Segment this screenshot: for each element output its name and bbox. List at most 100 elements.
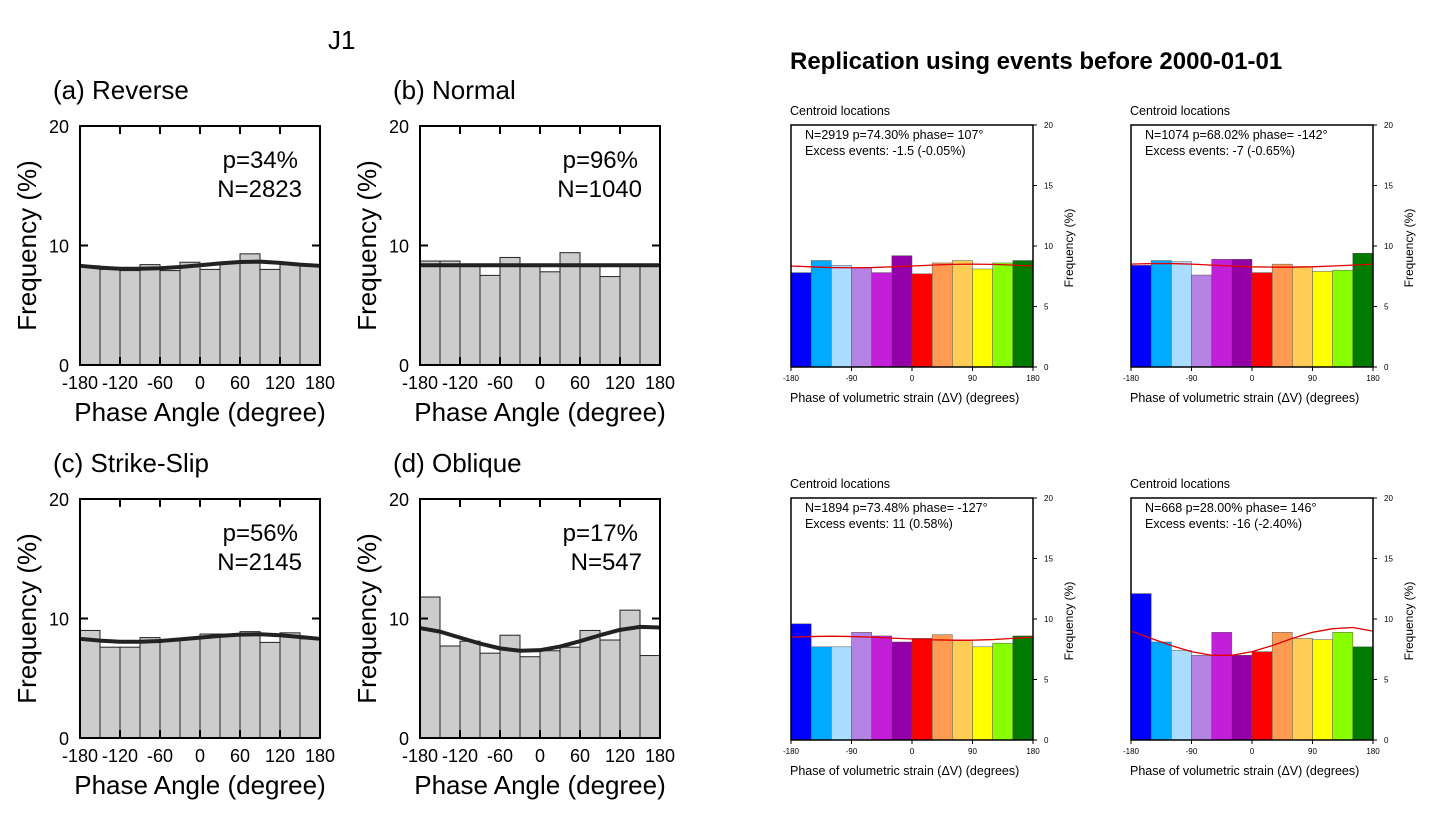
chart-panel: 0 10 20 -180 -120 -60 0 60 120 180 (b) Normal Phase…	[352, 75, 675, 427]
panel-title: (c) Strike-Slip	[53, 448, 209, 478]
y-tick-label: 20	[49, 490, 69, 510]
x-tick-label: 180	[1026, 374, 1040, 383]
histogram-bar	[439, 260, 461, 366]
x-tick-label: -180	[402, 746, 438, 766]
histogram-bar	[279, 632, 301, 739]
histogram-bar	[259, 268, 281, 366]
x-tick-label: -120	[102, 373, 138, 393]
y-tick-label: 20	[1044, 494, 1053, 503]
fit-curve	[1130, 626, 1374, 656]
figure-label: J1	[328, 25, 355, 55]
histogram-bar	[459, 265, 481, 366]
y-tick-label: 10	[1384, 242, 1393, 251]
histogram-bar	[931, 634, 953, 741]
histogram-bar	[1130, 265, 1152, 368]
x-tick-label: 90	[968, 747, 977, 756]
y-tick-label: 15	[1044, 555, 1053, 564]
histogram-bar	[1130, 593, 1152, 741]
histogram-bar	[79, 265, 101, 366]
panel-header: Centroid locations	[1130, 104, 1230, 118]
histogram-bar	[810, 260, 832, 368]
histogram-bar	[119, 270, 141, 366]
histogram-bar	[790, 623, 812, 741]
y-tick-label: 5	[1384, 676, 1389, 685]
histogram-bar	[139, 637, 161, 739]
x-tick-label: -180	[783, 747, 800, 756]
histogram-bar	[539, 650, 561, 739]
histogram-bar	[559, 646, 581, 739]
x-tick-label: 120	[605, 373, 635, 393]
n-annotation: N=2145	[217, 549, 302, 576]
histogram-bar	[1012, 260, 1034, 368]
y-tick-label: 5	[1044, 676, 1049, 685]
histogram-bar	[1271, 263, 1293, 368]
stats-annotation: N=668 p=28.00% phase= 146°	[1145, 501, 1316, 515]
fit-curve	[79, 632, 321, 644]
histogram-bar	[239, 631, 261, 739]
p-value-annotation: p=17%	[563, 520, 638, 547]
fit-curve	[79, 259, 321, 271]
x-tick-label: -60	[487, 373, 513, 393]
y-axis-label: Frequency (%)	[12, 533, 42, 704]
histogram-bar	[1150, 260, 1172, 368]
histogram-bar	[851, 632, 872, 741]
y-axis-label: Frequency (%)	[1402, 209, 1416, 288]
y-tick-label: 10	[389, 237, 409, 257]
chart-panel: 0 5 10 15 20 -180 -90 0 90 180 Centroid locations P…	[1123, 104, 1416, 405]
histogram-bar	[1332, 269, 1354, 368]
x-tick-label: 0	[1250, 747, 1255, 756]
panel-header: Centroid locations	[790, 104, 890, 118]
x-tick-label: 0	[535, 373, 545, 393]
y-tick-label: 5	[1384, 303, 1389, 312]
y-axis-label: Frequency (%)	[352, 533, 382, 704]
x-tick-label: 60	[570, 373, 590, 393]
histogram-bar	[831, 265, 852, 368]
histogram-bar	[239, 253, 261, 366]
chart-panel: 0 10 20 -180 -120 -60 0 60 120 180 (d) Oblique Phas…	[352, 448, 675, 800]
y-axis-label: Frequency (%)	[1062, 209, 1076, 288]
chart-panel: 0 5 10 15 20 -180 -90 0 90 180 Centroid locations P…	[1123, 477, 1416, 778]
histogram-bar	[1251, 272, 1273, 368]
histogram-bar	[499, 256, 521, 366]
x-tick-label: 180	[645, 746, 675, 766]
histogram-bar	[831, 646, 852, 741]
y-tick-label: 0	[1044, 736, 1049, 745]
chart-panel: 0 5 10 15 20 -180 -90 0 90 180 Centroid locations P…	[783, 477, 1076, 778]
x-tick-label: 180	[1366, 747, 1380, 756]
y-tick-label: 0	[59, 729, 69, 749]
panel-header: Centroid locations	[790, 477, 890, 491]
x-tick-label: 120	[265, 746, 295, 766]
histogram-bar	[1150, 641, 1172, 741]
histogram-bar	[519, 656, 541, 739]
y-axis-label: Frequency (%)	[12, 160, 42, 331]
x-tick-label: 0	[195, 373, 205, 393]
histogram-bar	[119, 646, 141, 739]
histogram-bar	[952, 260, 973, 368]
fit-curve	[1130, 262, 1374, 268]
histogram-bar	[479, 274, 501, 366]
histogram-bar	[972, 646, 993, 741]
histogram-bar	[1171, 261, 1192, 368]
y-tick-label: 10	[49, 610, 69, 630]
p-value-annotation: p=96%	[563, 147, 638, 174]
panel-header: Centroid locations	[1130, 477, 1230, 491]
y-tick-label: 10	[1044, 615, 1053, 624]
y-tick-label: 20	[1044, 121, 1053, 130]
n-annotation: N=2823	[217, 176, 302, 203]
x-tick-label: -180	[402, 373, 438, 393]
n-annotation: N=1040	[557, 176, 642, 203]
panel-title: (a) Reverse	[53, 75, 189, 105]
x-tick-label: 60	[230, 746, 250, 766]
x-tick-label: -120	[102, 746, 138, 766]
x-tick-label: 120	[605, 746, 635, 766]
fit-curve	[419, 624, 661, 653]
histogram-bar	[579, 265, 601, 366]
histogram-bar	[439, 645, 461, 739]
y-tick-label: 0	[1384, 736, 1389, 745]
histogram-bar	[1012, 635, 1034, 741]
histogram-bar	[1211, 259, 1233, 368]
x-tick-label: -90	[846, 747, 858, 756]
x-tick-label: -120	[442, 746, 478, 766]
histogram-bar	[851, 267, 872, 368]
